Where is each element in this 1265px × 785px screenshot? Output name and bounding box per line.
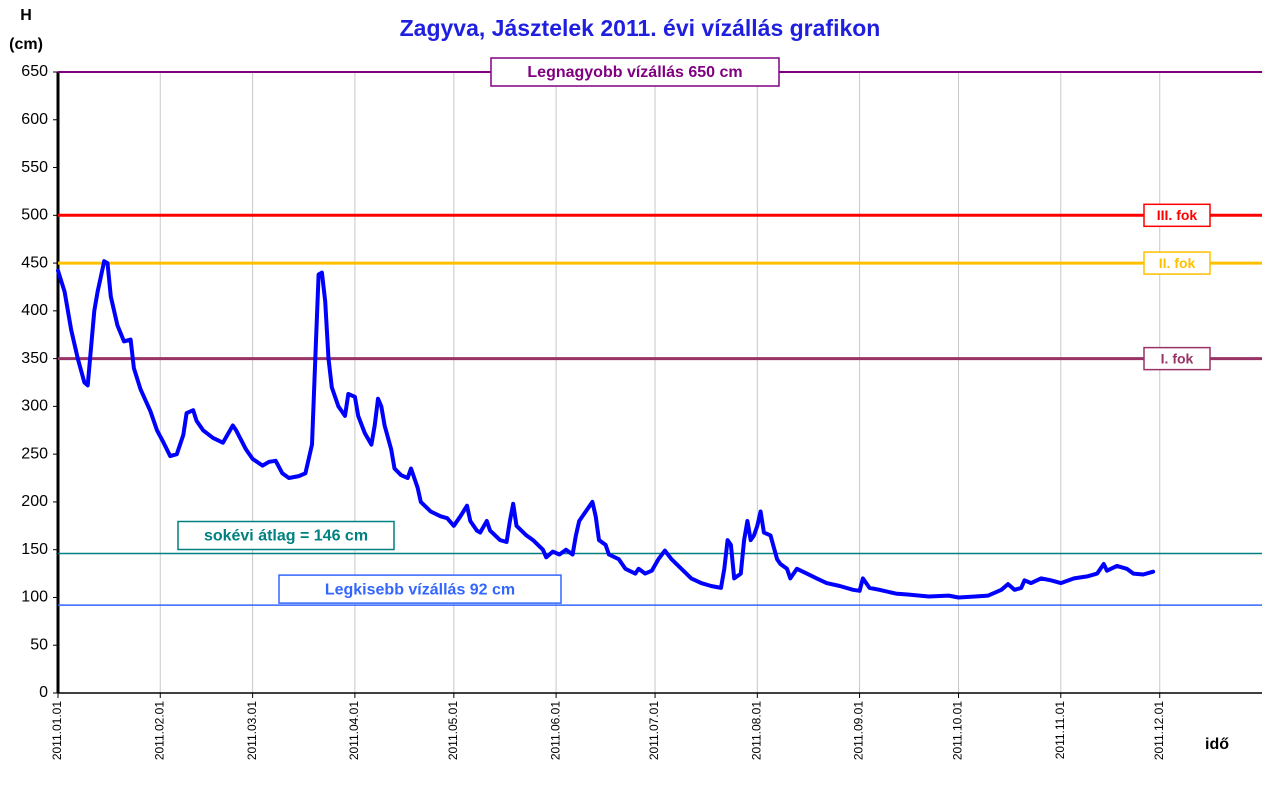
y-tick-label: 350 xyxy=(21,350,48,367)
x-tick-label: 2011.10.01 xyxy=(951,701,965,760)
reference-label-box xyxy=(278,574,562,604)
y-axis-unit: (cm) xyxy=(9,36,43,53)
y-axis-label: H xyxy=(20,7,32,24)
y-tick-label: 650 xyxy=(21,63,48,80)
reference-label-box xyxy=(490,57,780,87)
x-tick-label: 2011.03.01 xyxy=(245,701,259,760)
x-tick-label: 2011.11.01 xyxy=(1053,701,1067,760)
reference-label: I. fok xyxy=(1161,350,1194,366)
x-tick-label: 2011.09.01 xyxy=(852,701,866,760)
reference-label-box xyxy=(1143,251,1211,275)
y-tick-label: 400 xyxy=(21,302,48,319)
reference-label-box xyxy=(1143,346,1211,371)
y-tick-label: 600 xyxy=(21,111,48,128)
x-tick-label: 2011.12.01 xyxy=(1152,701,1166,760)
x-tick-label: 2011.04.01 xyxy=(347,701,361,760)
y-tick-label: 300 xyxy=(21,398,48,415)
x-tick-label: 2011.02.01 xyxy=(152,701,166,760)
y-tick-label: 550 xyxy=(21,159,48,176)
reference-label: Legnagyobb vízállás 650 cm xyxy=(527,64,742,81)
x-axis-label: idő xyxy=(1205,736,1229,753)
y-tick-label: 100 xyxy=(21,589,48,606)
y-tick-label: 0 xyxy=(39,684,48,701)
y-tick-label: 250 xyxy=(21,445,48,462)
reference-label-box xyxy=(1143,203,1211,228)
x-tick-label: 2011.06.01 xyxy=(548,701,562,760)
y-tick-label: 500 xyxy=(21,207,48,224)
y-tick-label: 450 xyxy=(21,254,48,271)
x-tick-label: 2011.01.01 xyxy=(50,701,64,760)
reference-label: Legkisebb vízállás 92 cm xyxy=(325,581,515,598)
reference-label: sokévi átlag = 146 cm xyxy=(204,528,368,545)
y-tick-label: 150 xyxy=(21,541,48,558)
x-tick-label: 2011.05.01 xyxy=(446,701,460,760)
chart-title: Zagyva, Jásztelek 2011. évi vízállás gra… xyxy=(400,15,881,41)
x-tick-label: 2011.08.01 xyxy=(749,701,763,760)
reference-label: III. fok xyxy=(1157,207,1198,223)
y-tick-label: 50 xyxy=(30,636,48,653)
reference-label: II. fok xyxy=(1159,255,1196,271)
x-tick-label: 2011.07.01 xyxy=(647,701,661,760)
reference-label-box xyxy=(177,520,395,551)
data-line xyxy=(56,259,1156,600)
y-tick-label: 200 xyxy=(21,493,48,510)
